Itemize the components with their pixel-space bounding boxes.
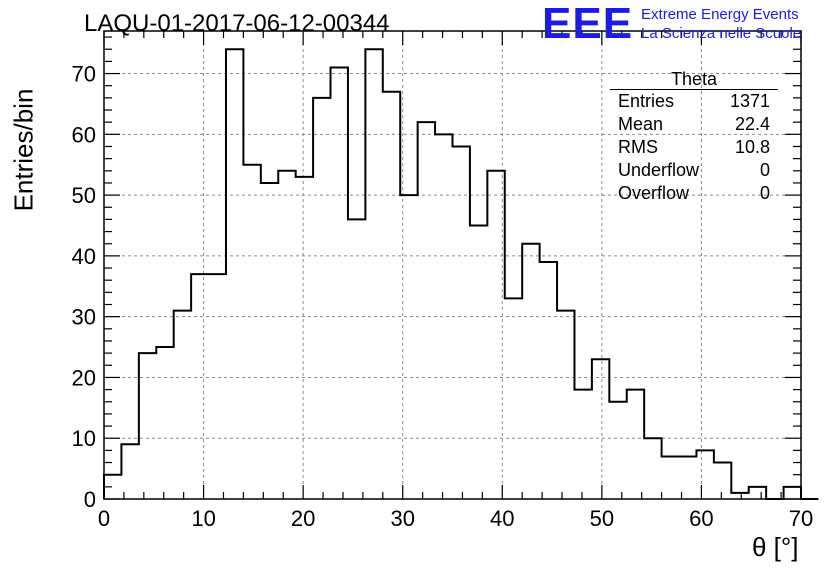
histogram-line (103, 48, 819, 500)
y-axis-label: Entries/bin (8, 88, 39, 212)
x-tick-label: 70 (789, 506, 813, 531)
x-tick-label: 30 (390, 506, 414, 531)
y-tick-label: 30 (72, 305, 96, 330)
eee-logo: EEE Extreme Energy Events La Scienza nel… (542, 2, 801, 46)
x-tick-label: 60 (689, 506, 713, 531)
stats-label: RMS (618, 137, 658, 157)
stats-title: Theta (610, 69, 778, 90)
stats-value: 1371 (729, 91, 770, 111)
stats-box: Theta Entries 1371 Mean 22.4 RMS 10.8 Un… (610, 69, 778, 205)
y-tick-label: 50 (72, 183, 96, 208)
y-axis-label-box: Entries/bin (6, 89, 42, 212)
stats-value: 0 (759, 183, 770, 203)
stats-row-rms: RMS 10.8 (610, 136, 778, 159)
stats-label: Entries (618, 91, 675, 111)
eee-logo-mark: EEE (542, 0, 634, 48)
stats-label: Underflow (618, 160, 700, 180)
plot-frame (103, 30, 802, 500)
stats-value: 22.4 (734, 114, 770, 134)
stats-value: 0 (759, 160, 770, 180)
stats-row-overflow: Overflow 0 (610, 182, 778, 205)
brand-line-2: La Scienza nelle Scuole (641, 25, 802, 42)
stats-value: 10.8 (734, 137, 770, 157)
x-tick-label: 20 (291, 506, 315, 531)
stats-row-underflow: Underflow 0 (610, 159, 778, 182)
stats-label: Mean (618, 114, 664, 134)
y-tick-label: 0 (84, 487, 96, 512)
tick-labels: 0 10 20 30 40 50 60 70 0 10 20 30 40 50 60 70 (72, 62, 814, 531)
y-tick-label: 10 (72, 426, 96, 451)
y-tick-label: 60 (72, 122, 96, 147)
x-tick-label: 0 (98, 506, 110, 531)
y-tick-label: 20 (72, 365, 96, 390)
x-axis-label: θ [°] (752, 532, 799, 562)
stats-row-entries: Entries 1371 (610, 90, 778, 113)
x-tick-label: 50 (590, 506, 614, 531)
x-tick-label: 10 (191, 506, 215, 531)
chart-title: LAQU-01-2017-06-12-00344 (84, 10, 390, 37)
x-tick-label: 40 (490, 506, 514, 531)
eee-logo-text: Extreme Energy Events La Scienza nelle S… (641, 5, 801, 43)
stats-label: Overflow (618, 183, 690, 203)
brand-line-1: Extreme Energy Events (641, 6, 799, 23)
y-tick-label: 70 (72, 62, 96, 87)
y-tick-label: 40 (72, 244, 96, 269)
stats-row-mean: Mean 22.4 (610, 113, 778, 136)
